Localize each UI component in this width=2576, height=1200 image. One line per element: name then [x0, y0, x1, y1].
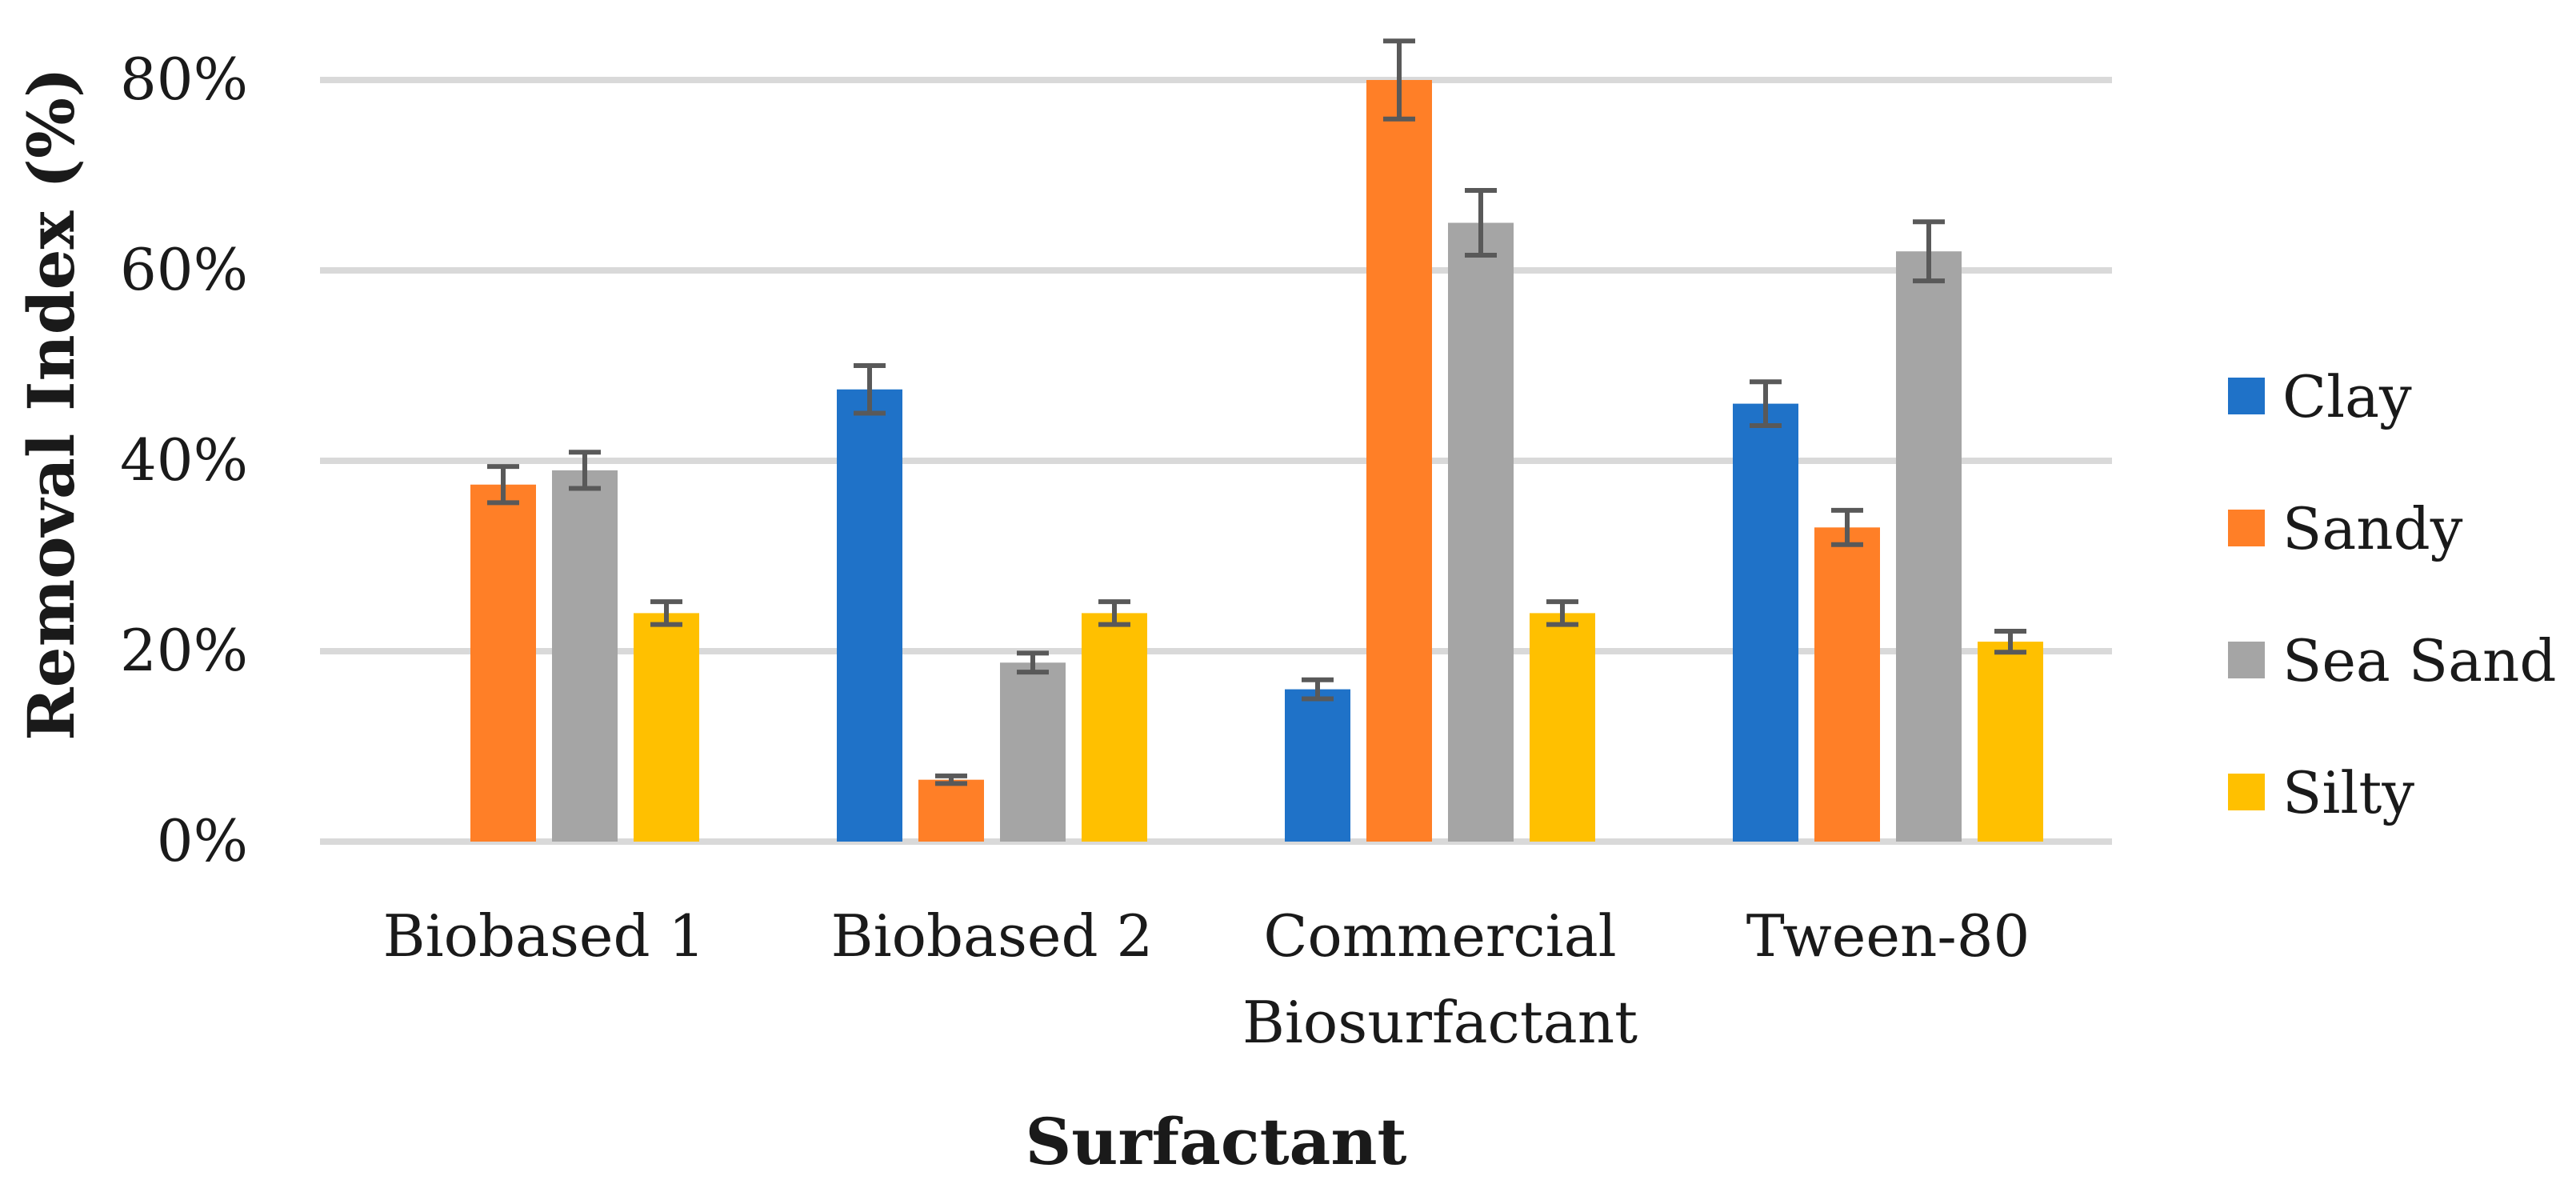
- bar-sandy: [1814, 527, 1880, 842]
- bar-sea-sand: [1896, 251, 1962, 842]
- bar-sea-sand: [1448, 222, 1514, 842]
- legend-item-silty: Silty: [2228, 759, 2414, 826]
- error-bar-sea-sand: [1465, 188, 1497, 258]
- error-bar-silty: [1546, 599, 1578, 627]
- x-category-label: Tween-80: [1746, 902, 2030, 970]
- legend-label: Sea Sand: [2282, 627, 2556, 694]
- y-axis-ticks: 0% 20% 40% 60% 80%: [120, 46, 248, 874]
- legend: Clay Sandy Sea Sand Silty: [2228, 363, 2556, 826]
- y-tick-label: 40%: [120, 426, 248, 494]
- bar-sea-sand: [552, 470, 618, 842]
- error-bar-sea-sand: [569, 450, 601, 491]
- error-bar-clay: [1302, 677, 1334, 702]
- y-axis-title: Removal Index (%): [14, 67, 89, 741]
- bars: [470, 80, 2043, 842]
- bar-silty: [1978, 642, 2043, 842]
- legend-swatch: [2228, 510, 2265, 546]
- error-bars: [487, 38, 2026, 786]
- bar-silty: [1530, 613, 1595, 842]
- error-bar-clay: [1750, 379, 1782, 428]
- y-tick-label: 20%: [120, 617, 248, 684]
- legend-item-sea-sand: Sea Sand: [2228, 627, 2556, 694]
- x-category-label: Biobased 2: [831, 902, 1154, 970]
- legend-swatch: [2228, 774, 2265, 810]
- error-bar-clay: [854, 363, 886, 416]
- error-bar-sea-sand: [1913, 219, 1945, 284]
- bar-clay: [1285, 689, 1350, 842]
- bar-silty: [1082, 613, 1147, 842]
- bar-sandy: [470, 484, 536, 842]
- error-bar-sandy: [1831, 507, 1863, 547]
- bar-sandy: [1366, 80, 1432, 842]
- y-tick-label: 60%: [120, 236, 248, 303]
- x-category-label: Commercial Biosurfactant: [1242, 902, 1638, 1056]
- bar-clay: [837, 389, 902, 842]
- error-bar-silty: [650, 599, 682, 627]
- error-bar-silty: [1098, 599, 1130, 627]
- error-bar-silty: [1994, 629, 2026, 655]
- legend-label: Sandy: [2282, 495, 2463, 562]
- error-bar-sea-sand: [1017, 650, 1049, 675]
- legend-swatch: [2228, 642, 2265, 678]
- bar-sandy: [918, 779, 984, 842]
- legend-swatch: [2228, 378, 2265, 414]
- bar-silty: [634, 613, 699, 842]
- error-bar-sandy: [1383, 38, 1415, 122]
- x-category-label: Biobased 1: [383, 902, 706, 970]
- y-tick-label: 80%: [120, 46, 248, 113]
- x-axis-categories: Biobased 1 Biobased 2 Commercial Biosurfact…: [383, 902, 2030, 1056]
- error-bar-sandy: [487, 464, 519, 506]
- error-bar-sandy: [935, 773, 967, 786]
- bar-clay: [1733, 403, 1798, 842]
- legend-item-sandy: Sandy: [2228, 495, 2463, 562]
- legend-item-clay: Clay: [2228, 363, 2412, 430]
- bar-sea-sand: [1000, 662, 1066, 842]
- y-tick-label: 0%: [157, 807, 248, 874]
- x-axis-title: Surfactant: [1026, 1104, 1407, 1179]
- legend-label: Silty: [2282, 759, 2414, 826]
- legend-label: Clay: [2282, 363, 2412, 430]
- gridlines: [320, 77, 2112, 845]
